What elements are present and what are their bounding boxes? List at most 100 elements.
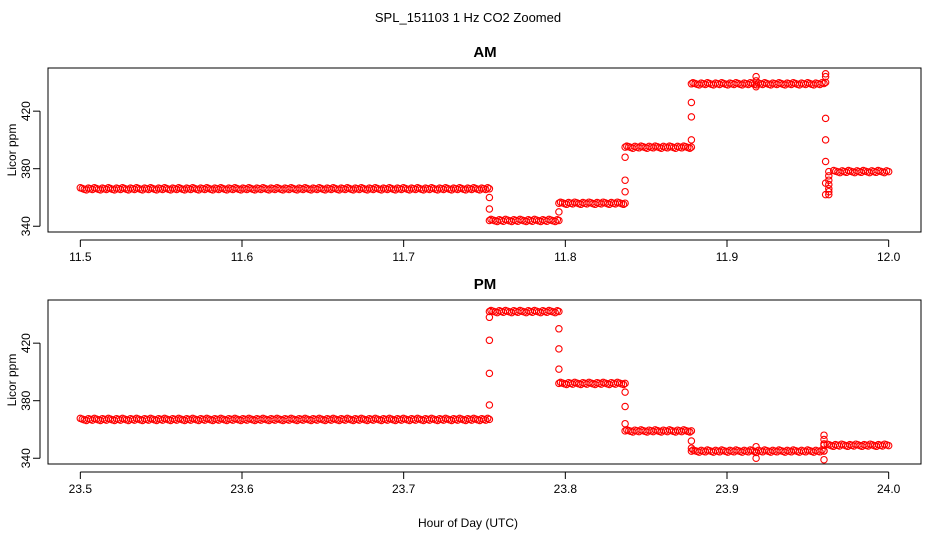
data-point (821, 157, 830, 166)
data-point (687, 447, 696, 455)
data-point (687, 437, 696, 445)
plot-frame-pm (47, 299, 922, 465)
data-point (752, 442, 760, 451)
data-point (816, 448, 824, 456)
x-tick-label: 23.8 (554, 482, 578, 496)
y-tick-label: 340 (19, 448, 33, 468)
panel-title-am: AM (473, 44, 496, 61)
y-axis-label-am: Licor ppm (5, 124, 19, 177)
data-point (485, 313, 494, 322)
data-point (485, 216, 494, 225)
data-point (820, 447, 828, 455)
data-point (621, 187, 629, 196)
data-point (551, 308, 559, 317)
panel-title-pm: PM (474, 276, 497, 293)
x-tick-label: 11.5 (69, 250, 92, 264)
data-point (485, 307, 494, 316)
data-point (825, 167, 833, 176)
data-point (483, 184, 492, 192)
data-point (621, 143, 629, 151)
data-point (621, 427, 629, 435)
data-point (821, 114, 830, 123)
data-point (485, 193, 494, 202)
data-point (752, 82, 760, 91)
data-point (481, 185, 490, 194)
y-axis-pm: 340 380 420 (19, 333, 41, 468)
data-point (884, 167, 893, 176)
data-point (555, 307, 563, 316)
data-point (555, 208, 563, 216)
data-point (555, 365, 563, 373)
x-axis-label: Hour of Day (UTC) (418, 516, 518, 530)
data-point (825, 180, 833, 189)
data-point (485, 369, 494, 378)
data-point (687, 427, 696, 435)
data-point (621, 402, 629, 411)
panel-pm: PM Licor ppm 23.5 23.6 23.7 23.8 23.9 24.0 34… (5, 276, 922, 496)
data-point (481, 416, 490, 424)
data-point (820, 435, 828, 444)
data-point (825, 187, 833, 196)
data-point (825, 172, 833, 180)
data-point (821, 78, 830, 87)
data-point (825, 176, 833, 184)
data-point (752, 454, 760, 462)
x-axis-am: 11.5 11.6 11.7 11.8 11.9 12.0 (69, 239, 901, 264)
x-tick-label: 12.0 (877, 250, 901, 264)
y-axis-label-pm: Licor ppm (5, 354, 19, 407)
data-point (555, 379, 563, 388)
data-point (752, 77, 760, 85)
data-point (880, 168, 889, 177)
y-tick-label: 420 (19, 333, 33, 353)
data-point (551, 217, 559, 226)
data-points-am (76, 70, 893, 226)
data-point (555, 216, 563, 225)
data-point (687, 98, 696, 107)
data-point (621, 199, 629, 207)
y-axis-am: 340 380 420 (19, 101, 41, 236)
data-point (555, 199, 563, 207)
data-point (555, 325, 563, 333)
x-axis-pm: 23.5 23.6 23.7 23.8 23.9 24.0 (69, 471, 901, 496)
data-point (821, 136, 830, 144)
data-point (483, 414, 492, 423)
data-point (820, 79, 828, 88)
data-point (485, 336, 494, 345)
data-point (820, 455, 828, 464)
y-tick-label: 420 (19, 101, 33, 121)
data-point (821, 70, 830, 78)
data-point (825, 190, 833, 199)
data-point (752, 72, 760, 81)
chart-title: SPL_151103 1 Hz CO2 Zoomed (375, 10, 561, 25)
data-point (687, 113, 696, 121)
x-tick-label: 23.5 (69, 482, 93, 496)
plot-frame-am (47, 67, 922, 233)
data-point (687, 136, 696, 144)
y-tick-label: 380 (19, 390, 33, 410)
y-tick-label: 340 (19, 216, 33, 236)
x-tick-label: 23.7 (392, 482, 416, 496)
data-point (621, 153, 629, 161)
x-tick-label: 24.0 (877, 482, 901, 496)
y-tick-label: 380 (19, 158, 33, 178)
data-point (485, 185, 494, 193)
panel-am: AM Licor ppm 11.5 11.6 11.7 11.8 11.9 12.0 34… (5, 44, 922, 264)
data-point (821, 72, 830, 81)
data-point (686, 428, 694, 436)
x-tick-label: 11.8 (554, 250, 577, 264)
data-point (884, 441, 893, 450)
data-point (619, 380, 628, 389)
data-points-pm (76, 306, 893, 464)
data-point (621, 176, 629, 184)
data-point (621, 379, 629, 388)
data-point (752, 448, 760, 457)
x-tick-label: 23.9 (715, 482, 739, 496)
data-point (825, 185, 833, 193)
data-point (687, 143, 696, 151)
data-point (686, 144, 694, 152)
x-tick-label: 11.9 (716, 250, 739, 264)
data-point (621, 388, 629, 396)
data-point (687, 444, 696, 452)
data-point (619, 200, 628, 209)
